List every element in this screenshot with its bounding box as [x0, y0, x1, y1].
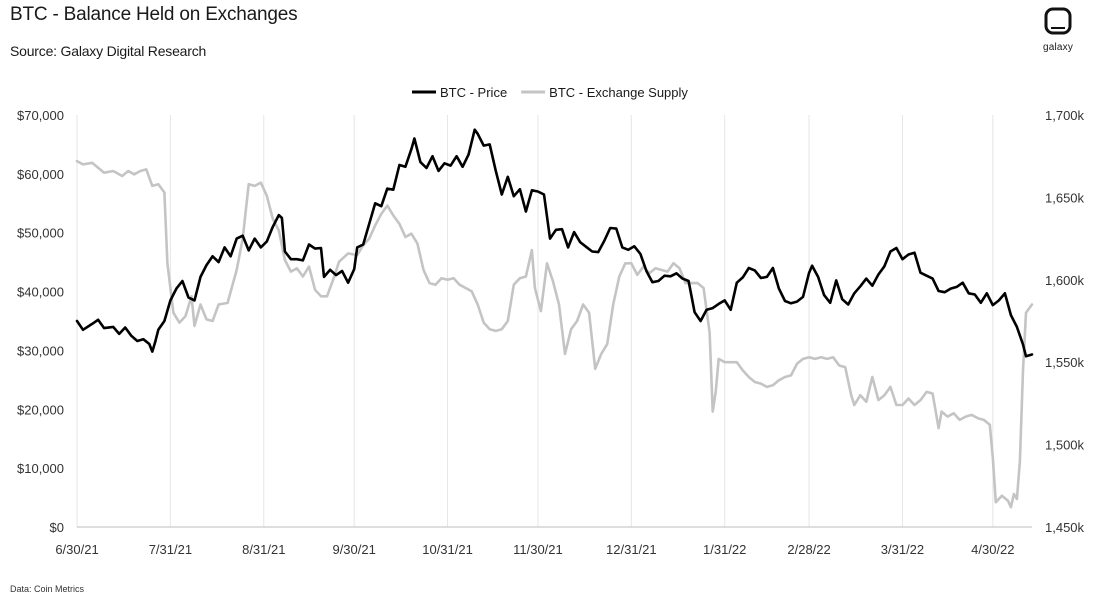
- right-y-tick-label: 1,650k: [1045, 190, 1085, 205]
- x-tick-label: 11/30/21: [513, 542, 563, 557]
- series-line-exchange-supply: [75, 159, 1034, 509]
- chart-legend: BTC - Price BTC - Exchange Supply: [412, 85, 688, 100]
- left-y-tick-label: $50,000: [17, 226, 64, 241]
- galaxy-logo: galaxy: [1030, 6, 1086, 53]
- data-source-footnote: Data: Coin Metrics: [10, 584, 85, 594]
- x-tick-label: 9/30/21: [332, 542, 375, 557]
- legend-label-1: BTC - Exchange Supply: [549, 85, 688, 100]
- chart-title: BTC - Balance Held on Exchanges: [10, 4, 298, 25]
- chart-subtitle: Source: Galaxy Digital Research: [10, 43, 207, 59]
- left-y-tick-label: $20,000: [17, 402, 64, 417]
- x-tick-label: 7/31/21: [149, 542, 192, 557]
- right-y-tick-label: 1,450k: [1045, 520, 1085, 535]
- left-y-tick-label: $40,000: [17, 285, 64, 300]
- series-line-price: [75, 128, 1034, 358]
- right-y-axis-ticks: 1,450k 1,500k 1,550k 1,600k 1,650k 1,700k: [1045, 108, 1085, 535]
- left-y-tick-label: $30,000: [17, 343, 64, 358]
- x-tick-label: 3/31/22: [881, 542, 924, 557]
- x-tick-label: 2/28/22: [787, 542, 830, 557]
- left-y-tick-label: $60,000: [17, 167, 64, 182]
- right-y-tick-label: 1,600k: [1045, 273, 1085, 288]
- x-tick-label: 1/31/22: [703, 542, 746, 557]
- x-tick-label: 10/31/21: [422, 542, 473, 557]
- x-tick-label: 12/31/21: [606, 542, 657, 557]
- chart-series: [75, 128, 1034, 509]
- right-y-tick-label: 1,500k: [1045, 438, 1085, 453]
- left-y-tick-label: $70,000: [17, 108, 64, 123]
- left-y-axis-ticks: $0 $10,000 $20,000 $30,000 $40,000 $50,000 $60…: [17, 108, 64, 535]
- x-tick-label: 8/31/21: [242, 542, 285, 557]
- legend-label-0: BTC - Price: [440, 85, 507, 100]
- right-y-tick-label: 1,550k: [1045, 355, 1085, 370]
- chart-gridlines: [76, 115, 1032, 528]
- x-axis-ticks: 6/30/21 7/31/21 8/31/21 9/30/21 10/31/21 11/3…: [55, 542, 1014, 557]
- right-y-tick-label: 1,700k: [1045, 108, 1085, 123]
- left-y-tick-label: $10,000: [17, 461, 64, 476]
- galaxy-logo-icon: [1044, 7, 1072, 35]
- x-tick-label: 4/30/22: [971, 542, 1014, 557]
- galaxy-logo-text: galaxy: [1042, 42, 1074, 53]
- left-y-tick-label: $0: [50, 520, 64, 535]
- x-tick-label: 6/30/21: [55, 542, 98, 557]
